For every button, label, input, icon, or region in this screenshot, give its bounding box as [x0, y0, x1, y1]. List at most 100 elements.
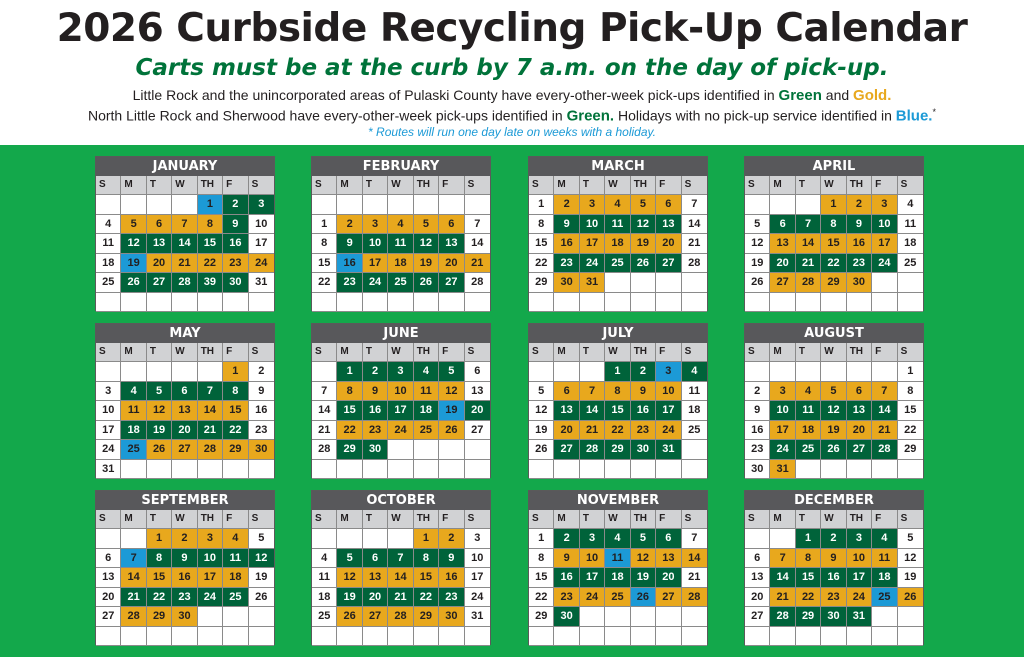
- empty-cell: [337, 529, 363, 549]
- day-cell-gold-pickup: 13: [770, 234, 796, 254]
- day-cell: 7: [681, 529, 707, 549]
- empty-cell: [795, 362, 822, 382]
- day-cell-gold-pickup: 14: [388, 568, 414, 588]
- day-cell-gold-pickup: 13: [172, 401, 198, 421]
- month-december: DECEMBER S M T W TH F S 1 2 3 4 5 6 7 8 9 10 11 12 13 14 15 16 1…: [744, 490, 924, 646]
- empty-cell: [770, 292, 796, 312]
- weekday-header: T: [146, 176, 173, 195]
- day-cell-gold-pickup: 5: [821, 381, 847, 401]
- day-cell: 14: [312, 401, 338, 421]
- empty-cell: [337, 292, 363, 312]
- empty-cell: [897, 626, 923, 646]
- day-cell-gold-pickup: 14: [197, 401, 224, 421]
- weekday-header: S: [745, 343, 771, 362]
- day-cell: 31: [464, 607, 490, 627]
- day-cell-green-pickup: 4: [605, 529, 631, 549]
- day-cell: 15: [897, 401, 923, 421]
- day-cell: 22: [312, 273, 338, 293]
- day-cell-gold-pickup: 13: [656, 548, 682, 568]
- empty-cell: [681, 273, 707, 293]
- day-cell-green-pickup: 23: [554, 253, 580, 273]
- day-cell-gold-pickup: 20: [846, 420, 873, 440]
- weekday-header: T: [579, 343, 606, 362]
- day-cell-gold-pickup: 15: [146, 568, 173, 588]
- weekday-header: S: [681, 510, 707, 529]
- day-cell-green-pickup: 23: [439, 587, 465, 607]
- day-cell-gold-pickup: 18: [223, 568, 249, 588]
- day-cell-gold-pickup: 20: [656, 234, 682, 254]
- day-cell-green-pickup: 12: [821, 401, 847, 421]
- day-cell-gold-pickup: 15: [413, 568, 440, 588]
- weekday-header: W: [821, 510, 847, 529]
- weekday-header: F: [439, 510, 465, 529]
- empty-cell: [554, 459, 580, 479]
- day-cell-green-pickup: 6: [362, 548, 389, 568]
- day-cell: 6: [96, 548, 122, 568]
- day-cell-gold-pickup: 3: [362, 214, 389, 234]
- weekday-header: M: [554, 343, 580, 362]
- empty-cell: [529, 626, 555, 646]
- empty-cell: [770, 362, 796, 382]
- day-cell: 18: [96, 253, 122, 273]
- day-cell-gold-pickup: 24: [248, 253, 274, 273]
- weekday-header: F: [223, 176, 249, 195]
- day-cell-green-pickup: 8: [413, 548, 440, 568]
- day-cell-green-pickup: 31: [846, 607, 873, 627]
- day-cell-green-pickup: 10: [197, 548, 224, 568]
- day-cell: 28: [312, 440, 338, 460]
- empty-cell: [388, 626, 414, 646]
- month-title: FEBRUARY: [312, 157, 490, 176]
- day-cell: 29: [529, 273, 555, 293]
- day-cell-green-pickup: 13: [146, 234, 173, 254]
- day-cell-gold-pickup: 1: [821, 195, 847, 215]
- weekday-header: S: [464, 343, 490, 362]
- empty-cell: [223, 607, 249, 627]
- month-title: AUGUST: [745, 324, 923, 343]
- empty-cell: [821, 292, 847, 312]
- day-cell: 17: [248, 234, 274, 254]
- month-june: JUNE S M T W TH F S 1 2 3 4 5 6 7 8 9 10 11 12 13 14 15 16 17 18 1…: [311, 323, 491, 479]
- empty-cell: [312, 459, 338, 479]
- day-cell-green-pickup: 12: [121, 234, 147, 254]
- empty-cell: [681, 292, 707, 312]
- day-cell: 11: [96, 234, 122, 254]
- weekday-header: W: [821, 176, 847, 195]
- day-cell: 21: [681, 568, 707, 588]
- day-cell-holiday: 25: [872, 587, 898, 607]
- weekday-header: F: [872, 176, 898, 195]
- day-cell-gold-pickup: 18: [388, 253, 414, 273]
- day-cell: 27: [464, 420, 490, 440]
- day-cell-gold-pickup: 3: [872, 195, 898, 215]
- day-cell: 17: [464, 568, 490, 588]
- day-cell-gold-pickup: 24: [656, 420, 682, 440]
- empty-cell: [464, 440, 490, 460]
- empty-cell: [872, 273, 898, 293]
- day-cell-green-pickup: 16: [630, 401, 657, 421]
- weekday-header: T: [795, 510, 822, 529]
- day-cell-gold-pickup: 2: [846, 195, 873, 215]
- day-cell-green-pickup: 27: [439, 273, 465, 293]
- day-cell-gold-pickup: 26: [897, 587, 923, 607]
- empty-cell: [770, 529, 796, 549]
- empty-cell: [745, 362, 771, 382]
- day-cell-green-pickup: 16: [223, 234, 249, 254]
- month-may: MAY S M T W TH F S 1 2 3 4 5 6 7 8 9 10 11 12 13 14 15 16 17 18 19…: [95, 323, 275, 479]
- legend-text: North Little Rock and Sherwood have ever…: [87, 107, 567, 124]
- day-cell-gold-pickup: 9: [362, 381, 389, 401]
- day-cell-green-pickup: 20: [464, 401, 490, 421]
- weekday-header: S: [529, 176, 555, 195]
- weekday-header: S: [464, 176, 490, 195]
- empty-cell: [96, 195, 122, 215]
- day-cell-green-pickup: 10: [872, 214, 898, 234]
- day-cell-green-pickup: 1: [337, 362, 363, 382]
- day-cell-gold-pickup: 14: [121, 568, 147, 588]
- day-cell: 4: [312, 548, 338, 568]
- empty-cell: [872, 292, 898, 312]
- empty-cell: [579, 459, 606, 479]
- empty-cell: [529, 292, 555, 312]
- day-cell-gold-pickup: 31: [579, 273, 606, 293]
- weekday-header: T: [579, 510, 606, 529]
- month-january: JANUARY S M T W TH F S 1 2 3 4 5 6 7 8 9 10 11 12 13 14 15 16 17…: [95, 156, 275, 312]
- day-cell-green-pickup: 4: [681, 362, 707, 382]
- day-cell-gold-pickup: 2: [337, 214, 363, 234]
